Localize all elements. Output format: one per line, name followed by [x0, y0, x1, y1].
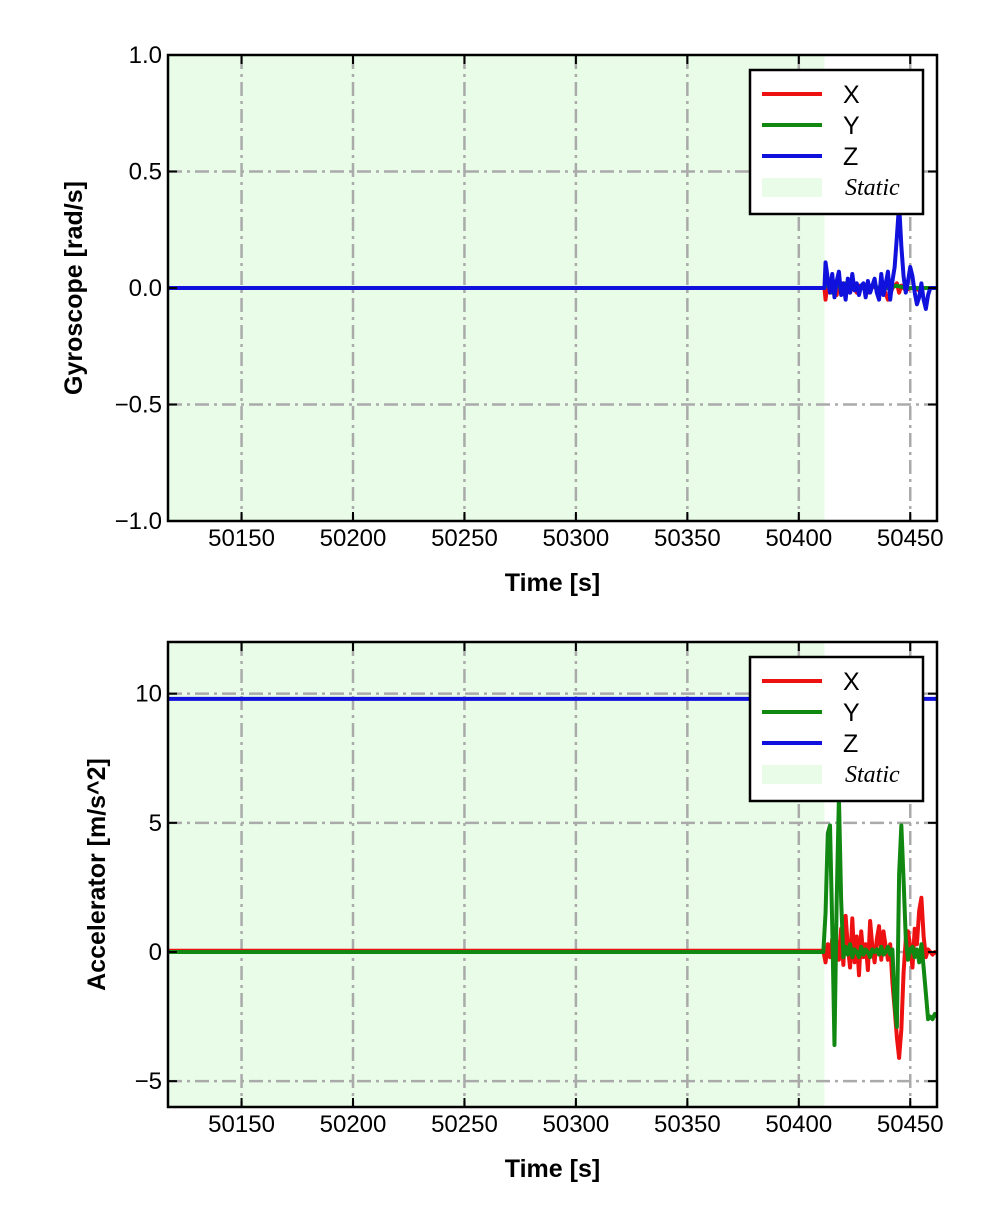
y-tick-label: 5 — [149, 810, 162, 837]
series-line-y — [168, 795, 937, 1047]
y-tick-label: 0.5 — [129, 159, 162, 186]
x-axis-label: Time [s] — [505, 569, 600, 597]
plot-frame — [166, 640, 939, 1109]
legend-label-static: Static — [845, 762, 900, 788]
y-tick-label: 0 — [149, 939, 162, 966]
y-axis-label: Accelerator [m/s^2] — [83, 758, 111, 991]
legend-label-z: Z — [843, 730, 858, 758]
y-tick-label: −5 — [135, 1068, 162, 1095]
y-tick-label: 10 — [135, 681, 162, 708]
x-tick-label: 50250 — [431, 525, 498, 552]
x-tick-label: 50450 — [877, 1111, 944, 1138]
legend: XYZ Static — [748, 68, 925, 216]
y-tick-label: −0.5 — [115, 392, 162, 419]
series-line-x — [168, 895, 937, 1060]
y-tick-label: 1.0 — [129, 42, 162, 69]
x-tick-label: 50300 — [543, 525, 610, 552]
x-tick-label: 50300 — [543, 1111, 610, 1138]
x-tick-label: 50350 — [654, 525, 721, 552]
y-tick-label: 0.0 — [129, 275, 162, 302]
legend-label-x: X — [843, 668, 860, 696]
legend-label-y: Y — [843, 699, 860, 727]
chart-panel-2: 50150 50200 50250 50300 50350 50400 50450 10 5 0 −… — [83, 640, 944, 1183]
legend-label-y: Y — [843, 112, 860, 140]
legend-label-z: Z — [843, 143, 858, 171]
legend-label-static: Static — [845, 175, 900, 201]
x-tick-label: 50250 — [431, 1111, 498, 1138]
x-tick-label: 50400 — [765, 1111, 832, 1138]
x-tick-label: 50200 — [320, 525, 387, 552]
x-tick-label: 50450 — [877, 525, 944, 552]
x-tick-label: 50350 — [654, 1111, 721, 1138]
chart-panel-1: 50150 50200 50250 50300 50350 50400 50450 1.0 0.… — [60, 42, 944, 597]
x-tick-label: 50200 — [320, 1111, 387, 1138]
x-axis-label: Time [s] — [505, 1155, 600, 1183]
x-tick-label: 50150 — [208, 1111, 275, 1138]
static-region — [168, 642, 825, 1107]
x-tick-label: 50400 — [765, 525, 832, 552]
series-line-z — [168, 202, 937, 311]
y-axis-label: Gyroscope [rad/s] — [60, 181, 88, 395]
y-tick-label: −1.0 — [115, 508, 162, 535]
x-tick-label: 50150 — [208, 525, 275, 552]
legend-swatch-static — [762, 765, 822, 784]
legend: XYZ Static — [748, 655, 925, 803]
legend-swatch-static — [762, 178, 822, 197]
grid — [168, 642, 937, 1107]
legend-label-x: X — [843, 81, 860, 109]
